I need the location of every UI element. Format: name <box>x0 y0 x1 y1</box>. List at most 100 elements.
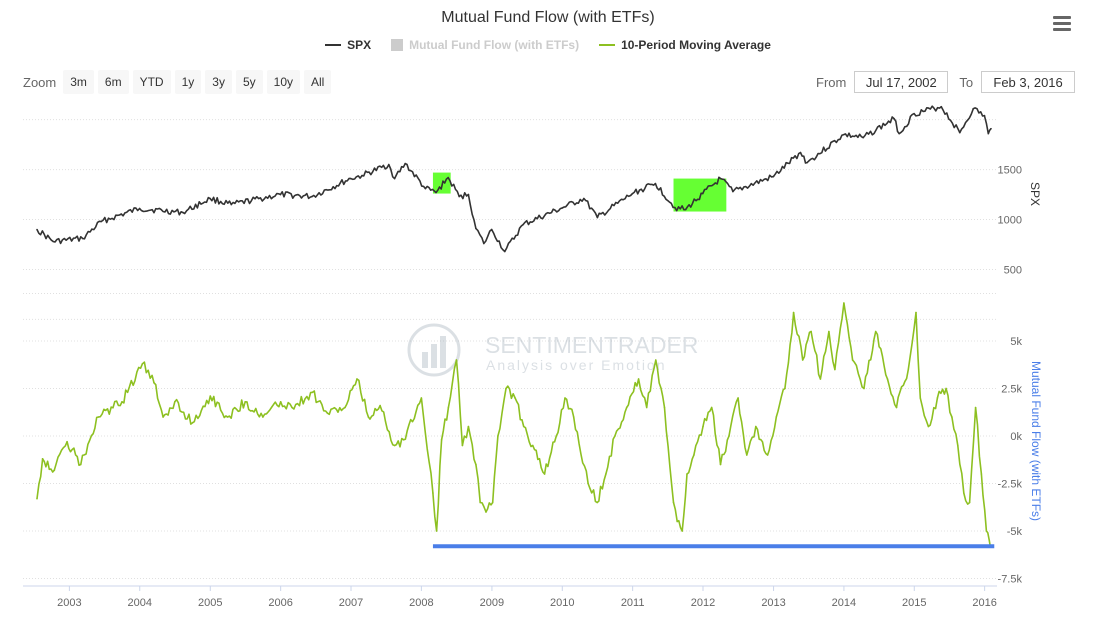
spx-point <box>182 211 184 214</box>
moving-average-point <box>121 401 123 403</box>
moving-average-point <box>244 401 246 403</box>
zoom-button-10y[interactable]: 10y <box>266 70 300 94</box>
hamburger-menu-icon[interactable] <box>1053 16 1071 32</box>
moving-average-point <box>153 382 155 384</box>
moving-average-point <box>564 397 566 399</box>
legend-item-spx[interactable]: SPX <box>325 38 371 52</box>
moving-average-point <box>497 435 499 437</box>
from-label: From <box>816 74 847 90</box>
moving-average-point <box>326 412 329 415</box>
spx-point <box>311 195 313 198</box>
watermark-bar-icon <box>422 352 428 368</box>
moving-average-point <box>79 463 82 466</box>
to-date-input[interactable] <box>981 71 1076 93</box>
flow-axis-title: Mutual Fund Flow (with ETFs) <box>1029 361 1043 521</box>
x-tick-label: 2005 <box>198 597 222 609</box>
moving-average-point <box>36 497 38 500</box>
spx-point <box>230 203 233 206</box>
watermark-bar-icon <box>440 336 446 368</box>
zoom-button-3m[interactable]: 3m <box>63 70 94 94</box>
zoom-button-5y[interactable]: 5y <box>235 70 263 94</box>
moving-average-point <box>174 401 176 403</box>
x-tick-label: 2012 <box>691 597 715 609</box>
flow-tick-label: -7.5k <box>998 574 1023 586</box>
spx-axis-title: SPX <box>1028 182 1042 206</box>
spx-point <box>138 207 141 210</box>
moving-average-point <box>957 444 959 447</box>
spx-point <box>583 197 585 200</box>
moving-average-point <box>672 501 675 504</box>
spx-point <box>940 105 943 108</box>
moving-average-point <box>66 440 68 443</box>
spx-point <box>972 107 975 110</box>
moving-average-point <box>945 387 947 390</box>
moving-average-point <box>461 444 464 447</box>
moving-average-point <box>907 368 910 371</box>
moving-average-point <box>226 416 229 418</box>
moving-average-point <box>53 469 56 472</box>
moving-average-point <box>625 406 628 409</box>
moving-average-point <box>728 435 730 437</box>
moving-average-point <box>915 311 917 314</box>
moving-average-point <box>344 406 346 409</box>
to-label: To <box>959 74 974 90</box>
moving-average-point <box>531 444 534 447</box>
moving-average-point <box>985 530 988 532</box>
spx-point <box>674 206 676 209</box>
moving-average-point <box>810 330 812 333</box>
moving-average-point <box>886 378 889 380</box>
spx-point <box>987 132 990 135</box>
moving-average-point <box>162 416 164 418</box>
zoom-button-all[interactable]: All <box>304 70 332 94</box>
zoom-button-3y[interactable]: 3y <box>205 70 232 94</box>
x-tick-label: 2016 <box>972 597 996 609</box>
zoom-button-ytd[interactable]: YTD <box>132 70 171 94</box>
moving-average-point <box>514 397 516 399</box>
spx-point <box>350 177 352 180</box>
moving-average-point <box>455 359 458 361</box>
moving-average-point <box>951 416 953 418</box>
moving-average-point <box>775 416 778 418</box>
moving-average-point <box>828 330 830 333</box>
legend-label-mutual-fund-flow: Mutual Fund Flow (with ETFs) <box>409 38 580 52</box>
spx-tick-label: 500 <box>1004 264 1022 276</box>
x-tick-label: 2010 <box>550 597 574 609</box>
spx-point <box>631 192 634 195</box>
moving-average-point <box>637 378 640 380</box>
from-date-input[interactable] <box>854 71 949 93</box>
watermark-name: SENTIMENTRADER <box>485 332 698 358</box>
spx-point <box>702 192 704 195</box>
moving-average-point <box>141 363 144 365</box>
spx-point <box>862 136 864 139</box>
zoom-button-1y[interactable]: 1y <box>174 70 202 94</box>
spx-point <box>772 175 775 178</box>
spx-point <box>483 242 485 245</box>
moving-average-point <box>475 463 477 466</box>
legend-item-moving-average[interactable]: 10-Period Moving Average <box>599 38 771 52</box>
moving-average-point <box>963 492 965 494</box>
moving-average-point <box>936 397 939 399</box>
spx-point <box>279 193 282 196</box>
moving-average-point <box>432 492 434 494</box>
moving-average-point <box>654 359 657 361</box>
axes: 500 1000 1500 -7.5k -5k -2.5k 0k 2.5k 5k 2003 2004… <box>23 165 1022 609</box>
spx-point <box>387 163 390 166</box>
legend-item-mutual-fund-flow[interactable]: Mutual Fund Flow (with ETFs) <box>391 38 579 52</box>
moving-average-point <box>587 482 589 485</box>
legend-label-spx: SPX <box>347 38 372 52</box>
moving-average-point <box>693 454 695 456</box>
spx-line <box>36 105 992 253</box>
flow-tick-label: 0k <box>1010 431 1022 443</box>
moving-average-point <box>663 406 666 409</box>
flow-tick-label: -5k <box>1007 526 1023 538</box>
moving-average-point <box>420 397 423 399</box>
moving-average-point <box>543 473 546 475</box>
chart-title: Mutual Fund Flow (with ETFs) <box>441 9 655 26</box>
x-tick-label: 2006 <box>268 597 292 609</box>
moving-average-series <box>36 302 992 547</box>
moving-average-point <box>863 387 865 390</box>
zoom-button-6m[interactable]: 6m <box>97 70 129 94</box>
moving-average-point <box>393 444 396 447</box>
moving-average-point <box>755 425 757 428</box>
